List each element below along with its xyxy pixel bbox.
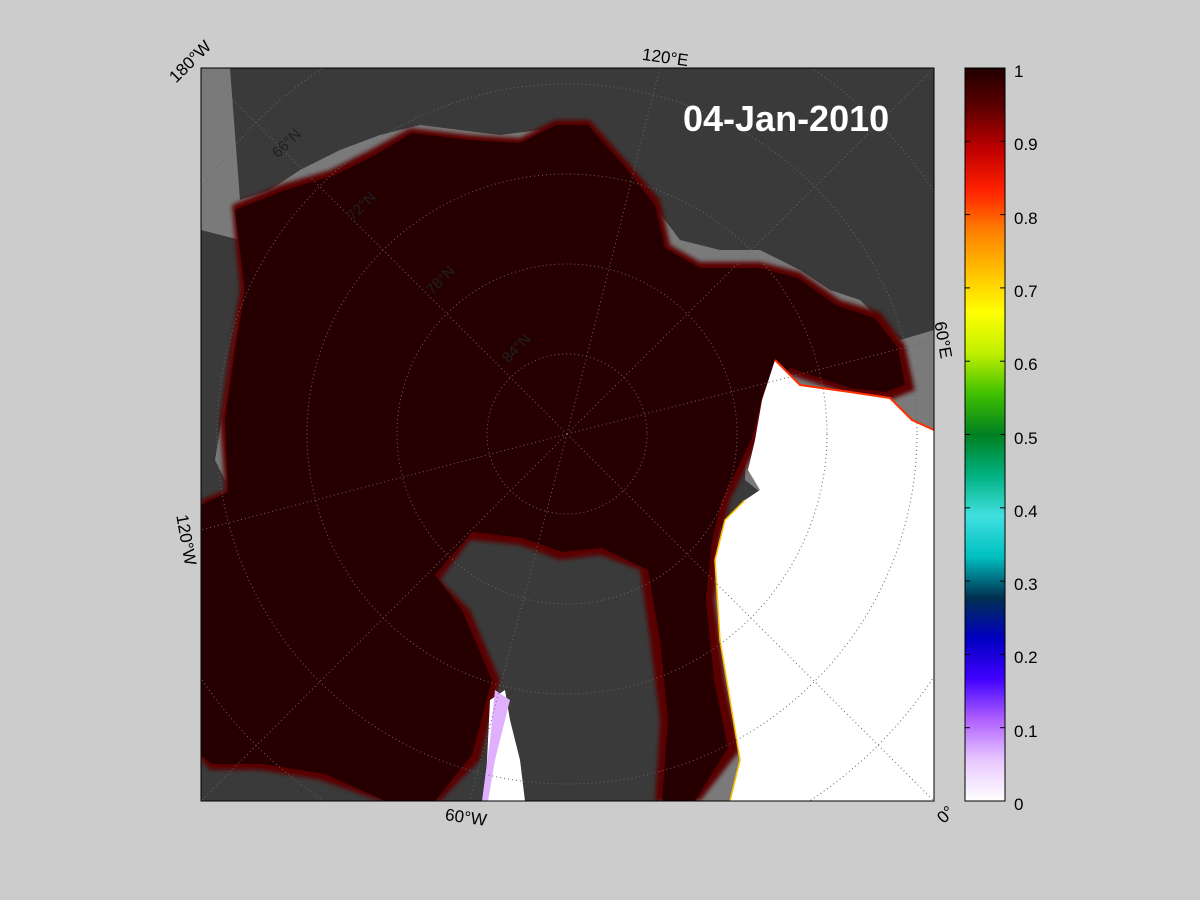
colorbar-tick-label: 0.1	[1014, 721, 1038, 741]
map-frame	[200, 67, 935, 802]
colorbar-tick-label: 1	[1014, 62, 1024, 81]
colorbar-tick-label: 0.9	[1014, 135, 1038, 155]
sea-ice	[201, 120, 915, 801]
colorbar-tick-label: 0.2	[1014, 648, 1038, 668]
colorbar-tick-label: 0.3	[1014, 575, 1038, 595]
colorbar-tick-label: 0.8	[1014, 208, 1038, 228]
colorbar-tick-label: 0.7	[1014, 281, 1038, 301]
colorbar-tick-label: 0.6	[1014, 355, 1038, 375]
colorbar-tick-label: 0.4	[1014, 501, 1038, 521]
colorbar	[965, 67, 1005, 802]
open-water	[482, 359, 934, 801]
colorbar-tick-label: 0	[1014, 795, 1024, 814]
colorbar-gradient	[965, 68, 1005, 801]
colorbar-tick-label: 0.5	[1014, 428, 1038, 448]
date-label: 04-Jan-2010	[683, 98, 890, 139]
graticule	[201, 68, 934, 801]
colorbar-frame	[964, 67, 1006, 802]
